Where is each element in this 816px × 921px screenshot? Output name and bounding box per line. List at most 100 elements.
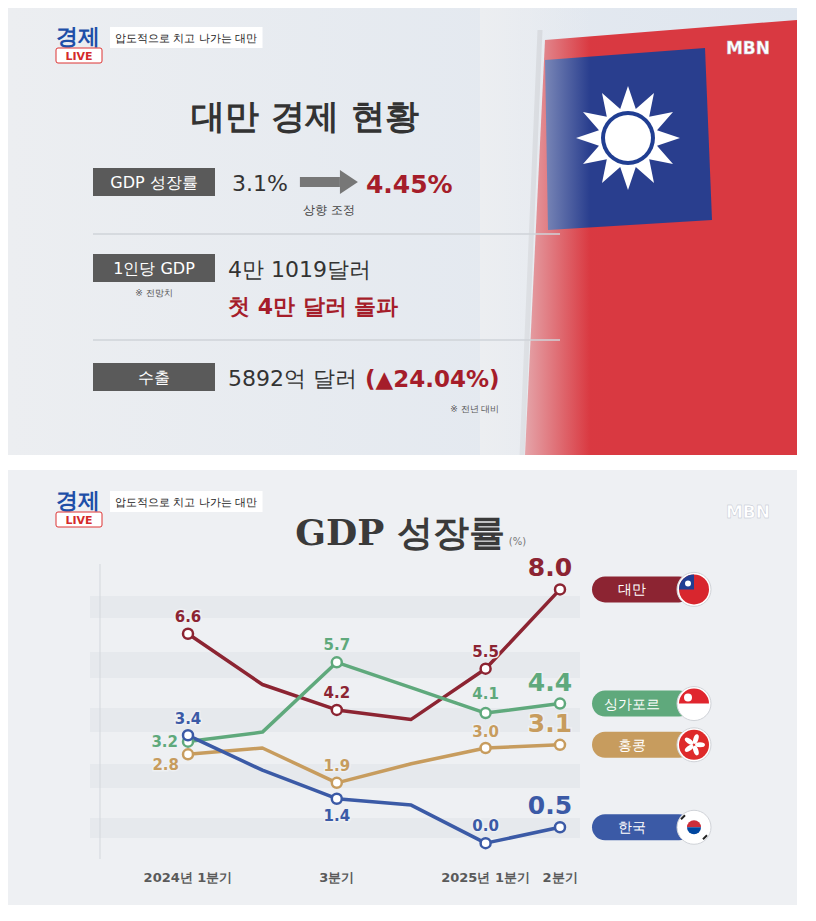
point [555, 699, 565, 709]
series-line [188, 589, 560, 719]
flag-icon [685, 580, 691, 586]
page: 경제LIVE압도적으로 치고 나가는 대만MBN대만 경제 현황GDP 성장률3… [0, 0, 816, 921]
row-value: 3.1% [232, 171, 288, 196]
data-label: 3.2 [151, 733, 178, 751]
flag-sun [605, 115, 651, 161]
card-title: 대만 경제 현황 [191, 96, 419, 136]
separator [93, 339, 560, 341]
data-label: 3.0 [472, 723, 499, 741]
label-box [93, 363, 215, 391]
separator [93, 233, 560, 235]
row-value: 4만 1019달러 [228, 257, 371, 282]
data-label: 8.0 [528, 553, 572, 582]
flag-icon [703, 835, 707, 839]
flag-icon [679, 689, 709, 704]
flag-sun-rays [576, 86, 680, 190]
data-label: 0.0 [472, 817, 499, 835]
legend-label: 한국 [618, 819, 646, 835]
row-highlight: 첫 4만 달러 돌파 [228, 294, 398, 319]
flag-icon [684, 694, 692, 702]
data-label: 0.5 [528, 791, 572, 820]
tagline-box [110, 27, 263, 48]
point [332, 705, 342, 715]
chart-title: GDP 성장률 [295, 511, 505, 553]
row-highlight: (▲24.04%) [365, 366, 500, 392]
point [481, 708, 491, 718]
row-note: ※ 전년 대비 [450, 404, 499, 414]
point [481, 743, 491, 753]
badge-box [56, 512, 102, 527]
badge-top: 경제 [56, 488, 100, 513]
series-line [188, 745, 560, 783]
data-label: 2.8 [152, 756, 179, 774]
arrow [300, 177, 340, 187]
flag-icon [684, 743, 695, 753]
row-highlight: 4.45% [366, 170, 453, 199]
band [90, 652, 580, 678]
flag-icon [677, 572, 711, 606]
point [555, 584, 565, 594]
flag-icon [679, 730, 709, 760]
data-label: 4.2 [324, 684, 351, 702]
data-label: 3.4 [175, 710, 202, 728]
flag-icon [679, 574, 709, 604]
point [183, 629, 193, 639]
point [555, 740, 565, 750]
point [332, 794, 342, 804]
data-label: 3.1 [528, 709, 572, 738]
flag-icon [687, 827, 701, 834]
point [183, 730, 193, 740]
arrow-head [340, 170, 358, 194]
tagline-box [110, 491, 263, 512]
series-line [188, 662, 560, 741]
data-label: 1.4 [324, 807, 351, 825]
panel-bottom [8, 470, 797, 905]
badge-bottom: LIVE [65, 50, 92, 63]
row-label: GDP 성장률 [110, 173, 197, 192]
data-label: 4.4 [528, 668, 572, 697]
tagline: 압도적으로 치고 나가는 대만 [115, 496, 258, 509]
flag-icon [677, 810, 711, 844]
legend-label: 싱가포르 [604, 696, 660, 712]
data-label: 6.6 [175, 608, 202, 626]
point [183, 749, 193, 759]
flag-icon [679, 574, 694, 589]
legend-label: 홍콩 [618, 737, 646, 753]
panel-top [8, 8, 797, 455]
label-box [93, 168, 215, 196]
brand: MBN [726, 38, 770, 58]
y-axis-line [100, 564, 101, 859]
brand: MBN [726, 502, 770, 522]
x-tick-label: 2분기 [542, 870, 577, 885]
legend-item: 한국 [592, 810, 711, 844]
data-label: 5.5 [472, 643, 499, 661]
badge-top: 경제 [56, 24, 100, 49]
legend-item: 싱가포르 [592, 687, 711, 721]
axis-title: (%) [509, 536, 526, 547]
x-tick-label: 2024년 1분기 [144, 870, 233, 885]
point [332, 778, 342, 788]
tagline: 압도적으로 치고 나가는 대만 [115, 32, 258, 45]
legend-item: 대만 [592, 572, 711, 606]
label-box [93, 254, 215, 282]
flag-icon [681, 815, 685, 819]
badge-bottom: LIVE [65, 514, 92, 527]
plot-area [183, 584, 565, 848]
row-label: 1인당 GDP [113, 259, 195, 278]
x-tick-label: 3분기 [319, 870, 354, 885]
point [332, 657, 342, 667]
legend-label: 대만 [618, 581, 646, 597]
flag-sun-ring [601, 111, 655, 165]
flag-icon [692, 734, 700, 745]
point [481, 838, 491, 848]
flag-icon [687, 820, 701, 827]
flag-icon [677, 728, 711, 762]
badge-box [56, 48, 102, 63]
data-label: 1.9 [324, 757, 351, 775]
point [555, 822, 565, 832]
flag-icon [695, 742, 705, 747]
row-note: 상향 조정 [303, 203, 355, 217]
flag-icon [677, 687, 711, 721]
series-line [188, 735, 560, 843]
point [481, 664, 491, 674]
